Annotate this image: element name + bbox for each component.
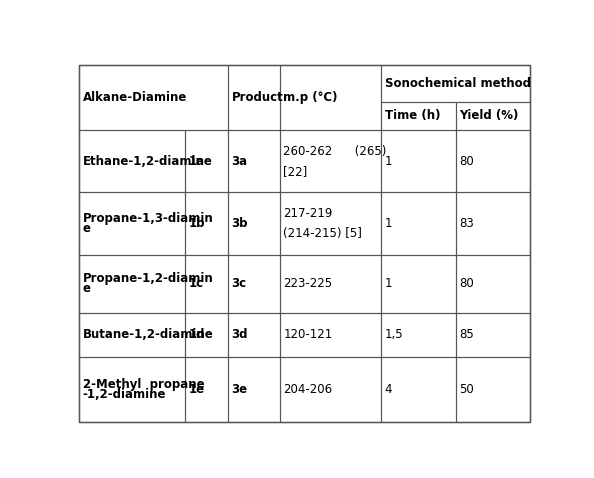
Bar (381, 357, 456, 422)
Bar (185, 130, 228, 193)
Text: 204-206: 204-206 (283, 383, 333, 396)
Bar (79, 193, 185, 255)
Text: 1: 1 (385, 155, 392, 168)
Bar (381, 313, 456, 357)
Bar (456, 357, 530, 422)
Text: Butane-1,2-diamine: Butane-1,2-diamine (83, 328, 213, 341)
Bar (228, 65, 280, 130)
Bar (456, 130, 530, 193)
Text: [22]: [22] (283, 165, 308, 178)
Text: 3c: 3c (232, 277, 247, 290)
Text: Ethane-1,2-diamine: Ethane-1,2-diamine (83, 155, 213, 168)
Bar (381, 102, 456, 130)
Text: Time (h): Time (h) (385, 109, 440, 122)
Bar (79, 130, 185, 193)
Text: 1b: 1b (188, 217, 205, 230)
Bar (185, 193, 228, 255)
Bar (79, 313, 185, 357)
Bar (228, 193, 280, 255)
Bar (185, 313, 228, 357)
Bar (228, 313, 280, 357)
Bar (185, 357, 228, 422)
Bar (228, 130, 280, 193)
Text: 80: 80 (459, 155, 474, 168)
Text: 4: 4 (385, 383, 392, 396)
Text: 3b: 3b (232, 217, 248, 230)
Text: 1d: 1d (188, 328, 205, 341)
Text: Propane-1,2-diamin: Propane-1,2-diamin (83, 272, 213, 285)
Text: e: e (83, 282, 90, 295)
Text: 1,5: 1,5 (385, 328, 403, 341)
Text: Alkane-Diamine: Alkane-Diamine (83, 91, 187, 104)
Bar (280, 357, 381, 422)
Bar (79, 65, 228, 130)
Text: 2-Methyl  propane: 2-Methyl propane (83, 378, 204, 391)
Bar (185, 255, 228, 313)
Bar (456, 193, 530, 255)
Text: Product: Product (232, 91, 283, 104)
Text: 260-262      (265): 260-262 (265) (283, 144, 387, 158)
Bar (381, 65, 530, 102)
Text: 1c: 1c (188, 277, 204, 290)
Text: 3a: 3a (232, 155, 248, 168)
Bar (280, 255, 381, 313)
Text: 223-225: 223-225 (283, 277, 333, 290)
Text: 3e: 3e (232, 383, 248, 396)
Bar (280, 65, 381, 130)
Text: 80: 80 (459, 277, 474, 290)
Bar (381, 193, 456, 255)
Bar (456, 255, 530, 313)
Text: Sonochemical method: Sonochemical method (385, 76, 531, 90)
Bar (381, 130, 456, 193)
Text: 50: 50 (459, 383, 474, 396)
Bar (280, 193, 381, 255)
Bar (79, 255, 185, 313)
Bar (381, 255, 456, 313)
Text: (214-215) [5]: (214-215) [5] (283, 228, 362, 240)
Text: m.p (°C): m.p (°C) (283, 91, 338, 104)
Text: 3d: 3d (232, 328, 248, 341)
Bar (280, 130, 381, 193)
Bar (228, 357, 280, 422)
Text: -1,2-diamine: -1,2-diamine (83, 388, 166, 401)
Bar (280, 313, 381, 357)
Text: 83: 83 (459, 217, 474, 230)
Bar (456, 102, 530, 130)
Bar (456, 313, 530, 357)
Text: 120-121: 120-121 (283, 328, 333, 341)
Text: Propane-1,3-diamin: Propane-1,3-diamin (83, 212, 213, 225)
Text: 217-219: 217-219 (283, 206, 333, 220)
Text: 85: 85 (459, 328, 474, 341)
Bar (79, 357, 185, 422)
Bar (228, 255, 280, 313)
Text: 1: 1 (385, 217, 392, 230)
Text: e: e (83, 222, 90, 235)
Text: 1a: 1a (188, 155, 205, 168)
Text: Yield (%): Yield (%) (459, 109, 519, 122)
Text: 1e: 1e (188, 383, 205, 396)
Text: 1: 1 (385, 277, 392, 290)
